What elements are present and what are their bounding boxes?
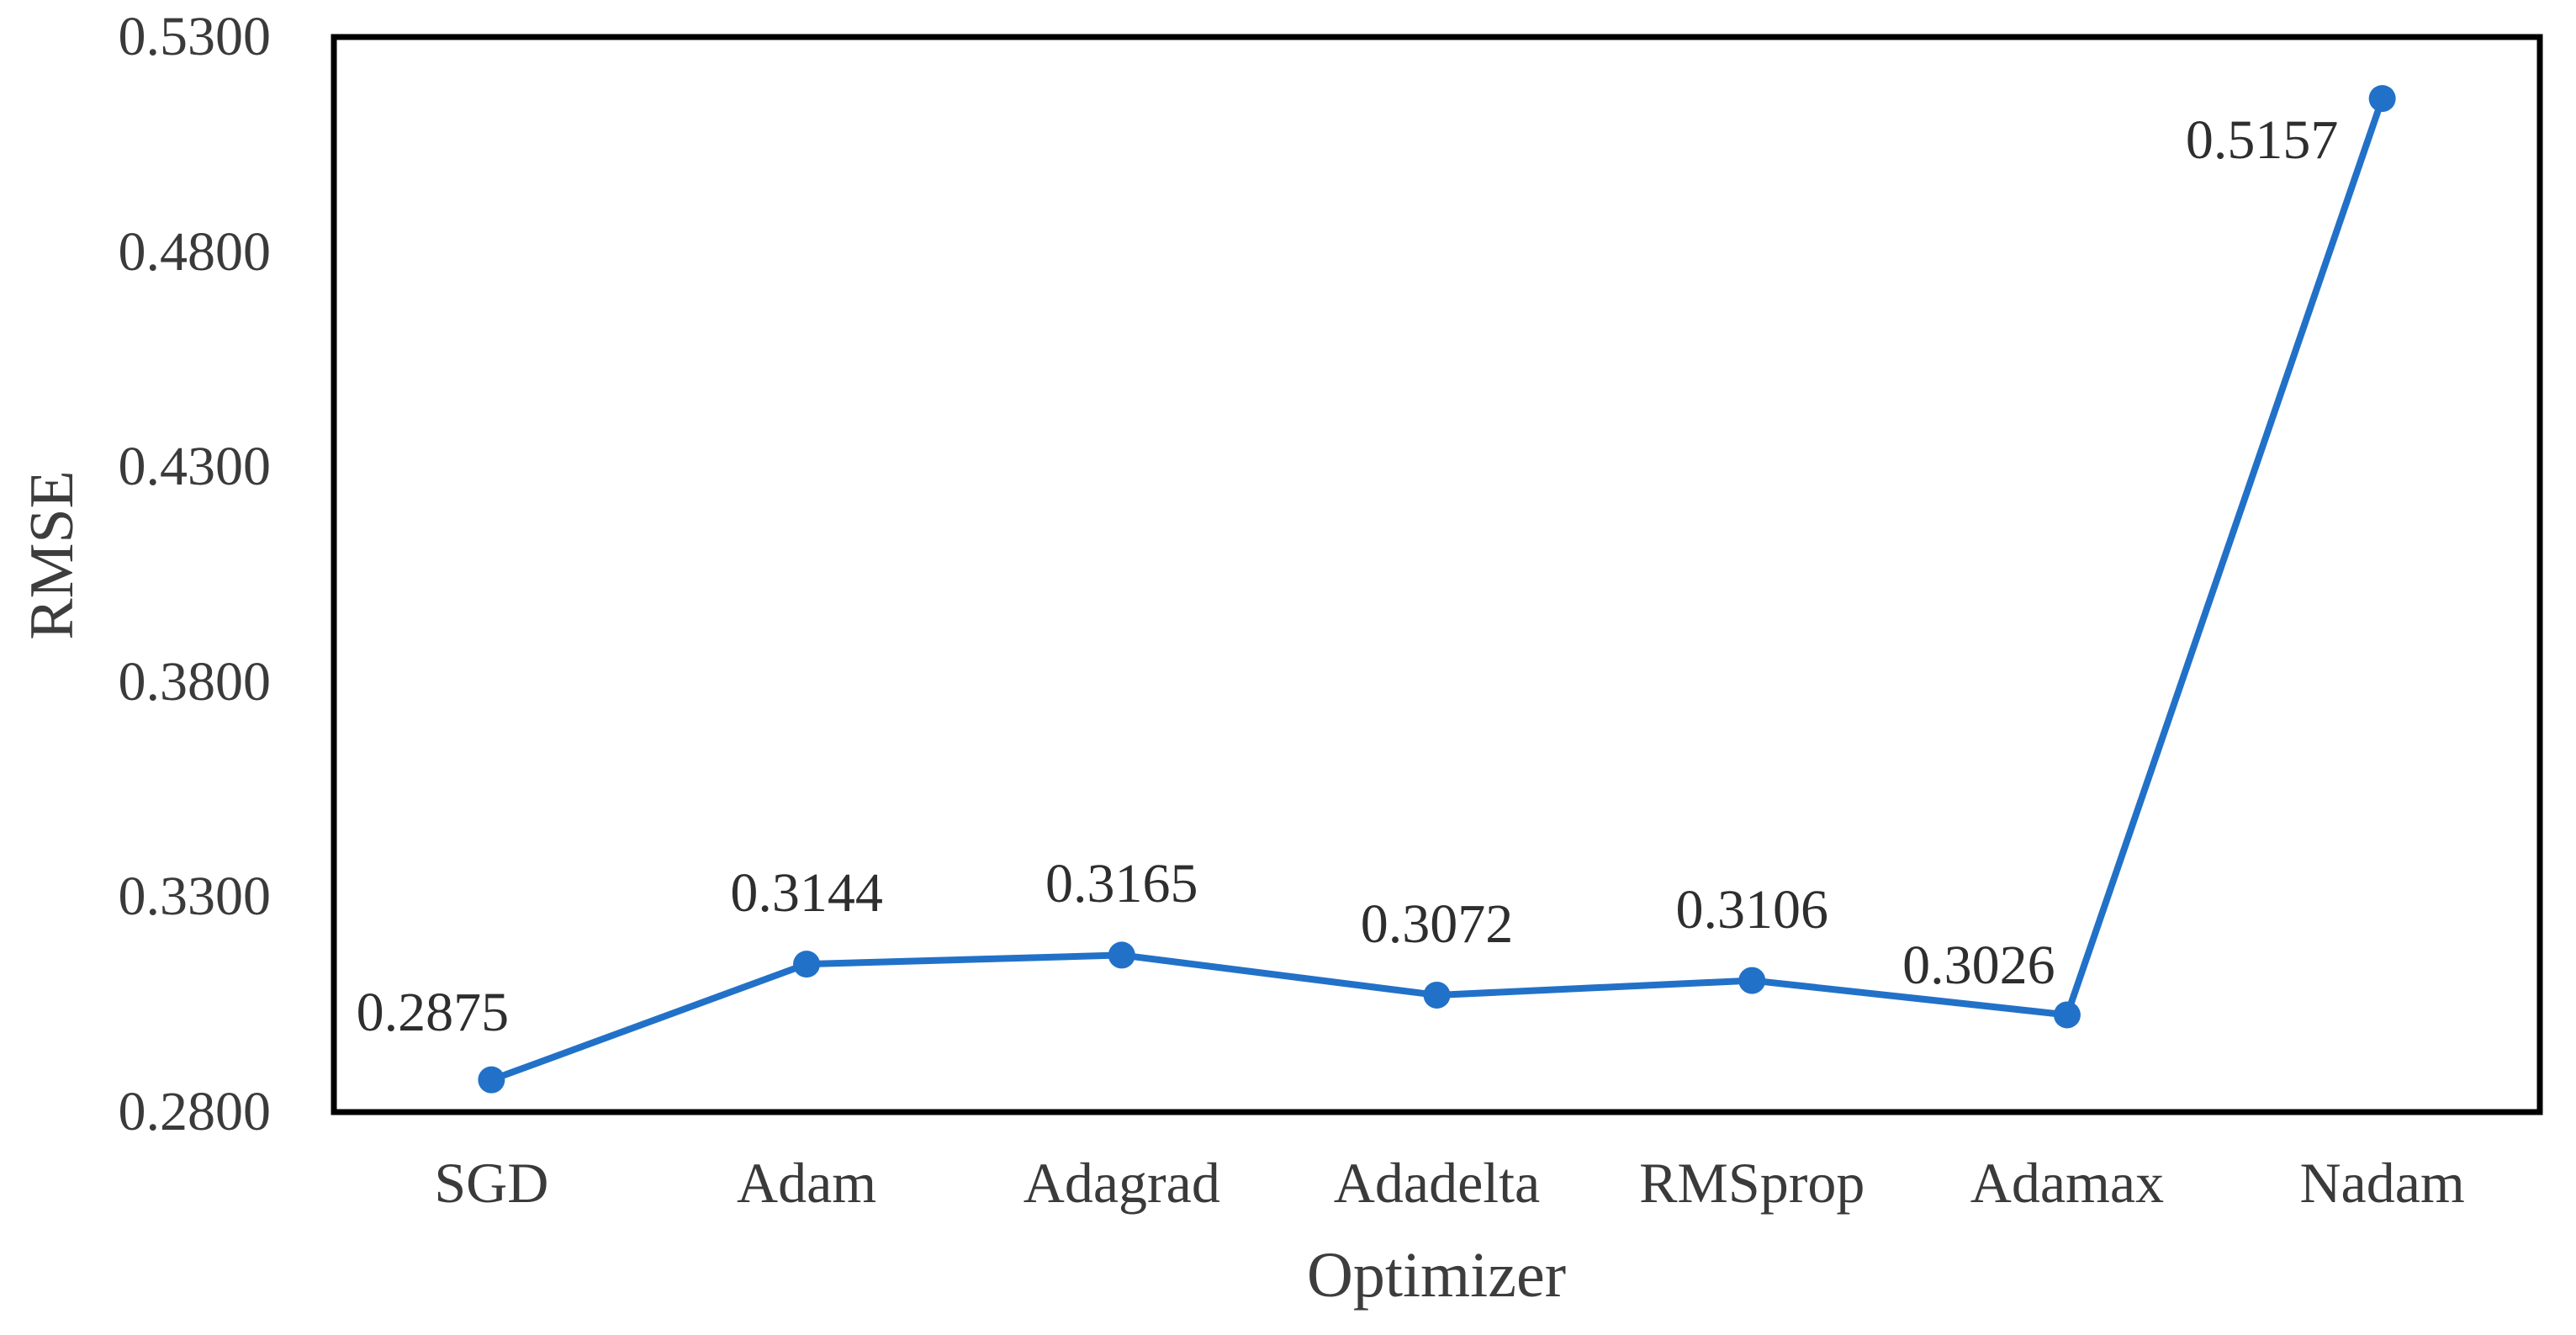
data-point-marker-adagrad xyxy=(1108,941,1135,969)
data-point-marker-rmsprop xyxy=(1738,967,1766,994)
y-tick-label: 0.5300 xyxy=(118,6,272,67)
data-point-marker-adadelta xyxy=(1423,981,1451,1009)
data-label-rmsprop: 0.3106 xyxy=(1675,878,1828,940)
y-tick-label: 0.3300 xyxy=(118,866,272,928)
x-category-label-nadam: Nadam xyxy=(2299,1151,2465,1215)
x-category-label-adam: Adam xyxy=(736,1151,877,1215)
x-axis-title: Optimizer xyxy=(1306,1240,1567,1311)
y-tick-label: 0.4800 xyxy=(118,220,272,283)
data-label-adam: 0.3144 xyxy=(730,862,883,924)
data-label-adadelta: 0.3072 xyxy=(1360,893,1514,955)
x-category-label-rmsprop: RMSprop xyxy=(1639,1151,1865,1215)
data-label-nadam: 0.5157 xyxy=(2185,109,2339,172)
data-point-marker-sgd xyxy=(478,1066,505,1094)
y-tick-label: 0.3800 xyxy=(118,650,272,713)
data-point-marker-adamax xyxy=(2053,1001,2081,1029)
data-point-marker-nadam xyxy=(2368,85,2396,113)
y-tick-label: 0.2800 xyxy=(118,1081,272,1142)
data-label-adagrad: 0.3165 xyxy=(1045,853,1198,915)
data-label-adamax: 0.3026 xyxy=(1902,935,2055,997)
x-category-label-sgd: SGD xyxy=(434,1151,549,1215)
data-point-marker-adam xyxy=(793,951,821,978)
x-category-label-adamax: Adamax xyxy=(1970,1151,2165,1215)
x-category-label-adadelta: Adadelta xyxy=(1333,1151,1541,1215)
data-label-sgd: 0.2875 xyxy=(356,981,510,1043)
x-category-label-adagrad: Adagrad xyxy=(1023,1151,1220,1215)
y-tick-label: 0.4300 xyxy=(118,436,272,498)
y-axis-title: RMSE xyxy=(18,470,87,640)
plot-area-border xyxy=(331,34,2543,1115)
